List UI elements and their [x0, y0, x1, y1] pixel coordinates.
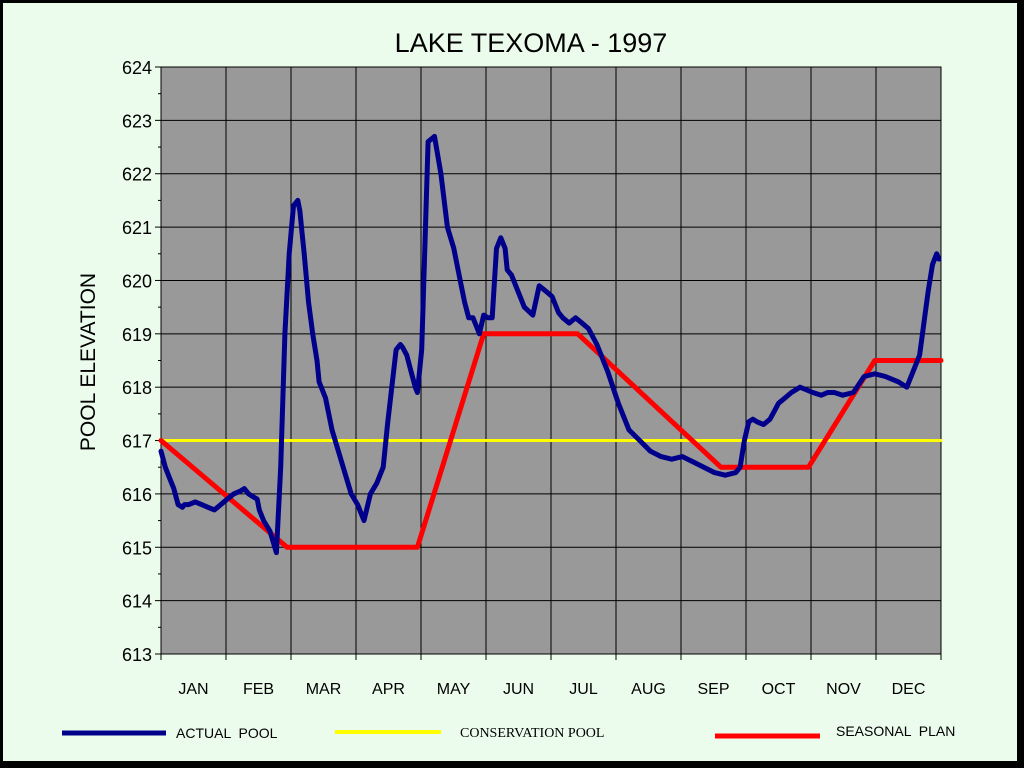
- x-tick-label: APR: [372, 681, 405, 698]
- y-tick-label: 614: [122, 592, 152, 612]
- actual-pool-line: [158, 133, 942, 556]
- y-tick-label: 623: [122, 111, 152, 131]
- series-lines: [158, 133, 944, 556]
- y-tick-label: 619: [122, 325, 152, 345]
- chart-svg: LAKE TEXOMA - 1997 POOL ELEVATION 613 614…: [62, 28, 955, 741]
- y-tick-label: 622: [122, 165, 152, 185]
- x-tick-label: MAY: [437, 681, 471, 698]
- y-tick-label: 621: [122, 218, 152, 238]
- x-tick-label: AUG: [631, 681, 666, 698]
- y-tick-label: 616: [122, 485, 152, 505]
- x-tick-label: JUN: [503, 681, 534, 698]
- x-tick-label: MAR: [306, 681, 342, 698]
- y-tick-labels: 613 614 615 616 617 618 619 620 621 622 623 624: [122, 58, 152, 665]
- legend-item-conservation-pool: CONSERVATION POOL: [335, 726, 604, 741]
- y-tick-label: 617: [122, 432, 152, 452]
- x-tick-label: FEB: [243, 681, 274, 698]
- x-tick-labels: JAN FEB MAR APR MAY JUN JUL AUG SEP OCT NOV DEC: [178, 681, 925, 698]
- x-tick-label: OCT: [762, 681, 796, 698]
- legend-item-seasonal-plan: SEASONAL PLAN: [715, 723, 955, 739]
- y-tick-label: 615: [122, 538, 152, 558]
- seasonal-plan-line: [158, 331, 944, 550]
- y-tick-label: 624: [122, 58, 152, 78]
- x-tick-label: JUL: [569, 681, 598, 698]
- x-tick-label: DEC: [892, 681, 926, 698]
- y-tick-label: 618: [122, 378, 152, 398]
- legend: ACTUAL POOL CONSERVATION POOL SEASONAL P…: [62, 723, 955, 741]
- legend-label-seasonal-plan: SEASONAL PLAN: [836, 723, 955, 739]
- y-axis-label: POOL ELEVATION: [77, 273, 100, 451]
- x-tick-label: NOV: [826, 681, 861, 698]
- y-tick-label: 620: [122, 271, 152, 291]
- y-tick-label: 613: [122, 645, 152, 665]
- x-tick-label: SEP: [697, 681, 729, 698]
- legend-label-actual-pool: ACTUAL POOL: [176, 725, 278, 741]
- legend-label-conservation-pool: CONSERVATION POOL: [460, 726, 604, 741]
- chart-frame: LAKE TEXOMA - 1997 POOL ELEVATION 613 614…: [3, 3, 1017, 761]
- chart-title: LAKE TEXOMA - 1997: [395, 28, 668, 58]
- x-tick-label: JAN: [178, 681, 208, 698]
- legend-item-actual-pool: ACTUAL POOL: [62, 725, 278, 741]
